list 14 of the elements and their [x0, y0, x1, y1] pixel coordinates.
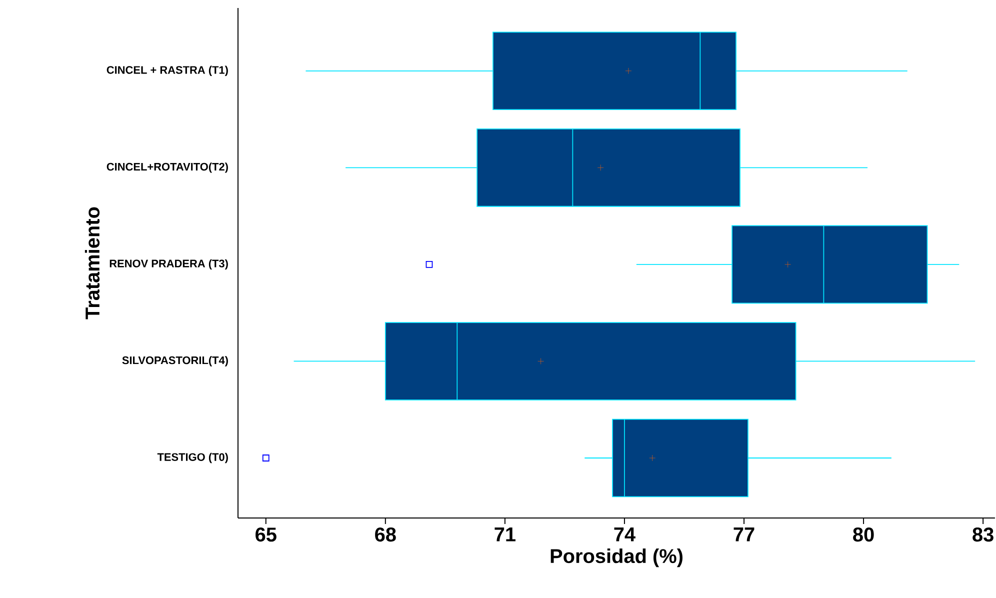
x-tick-label: 65 — [256, 528, 276, 542]
x-tick-label: 74 — [614, 528, 636, 542]
x-tick-label: 68 — [375, 528, 396, 542]
x-tick-label: 80 — [853, 528, 874, 542]
y-tick-label: SILVOPASTORIL(T4) — [122, 356, 228, 366]
y-tick-label: CINCEL + RASTRA (T1) — [106, 66, 228, 76]
y-tick-label: CINCEL+ROTAVITO(T2) — [106, 162, 228, 173]
y-tick-label: TESTIGO (T0) — [157, 452, 228, 464]
y-axis-title: Tratamiento — [84, 207, 100, 320]
y-tick-label: RENOV PRADERA (T3) — [110, 259, 228, 270]
x-tick-label: 71 — [494, 528, 516, 542]
x-tick-label: 77 — [734, 528, 754, 542]
x-tick-label: 83 — [972, 528, 994, 542]
x-axis-title: Porosidad (%) — [550, 548, 682, 568]
